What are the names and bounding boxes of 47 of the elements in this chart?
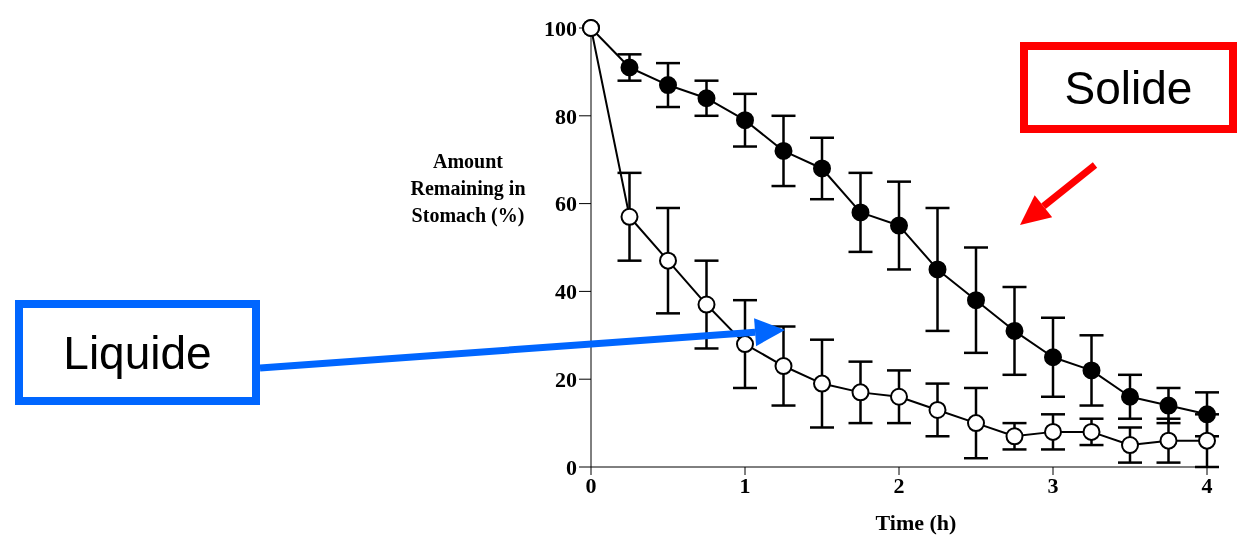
x-tick-label: 4 xyxy=(1201,472,1213,498)
y-axis-title: Amount Remaining in Stomach (%) xyxy=(409,149,527,229)
point xyxy=(890,216,908,235)
y-tick-label: 0 xyxy=(566,454,577,480)
point xyxy=(1044,422,1062,441)
y-tick-label: 20 xyxy=(555,367,577,393)
point xyxy=(1121,387,1139,406)
point xyxy=(813,374,831,393)
point xyxy=(620,58,639,77)
point xyxy=(1005,427,1024,446)
point xyxy=(1121,436,1139,455)
x-tick-label: 0 xyxy=(585,472,597,498)
point xyxy=(736,335,754,354)
point xyxy=(851,383,870,402)
point xyxy=(1198,405,1216,424)
point xyxy=(851,203,870,222)
point xyxy=(1044,348,1062,367)
point xyxy=(890,387,908,406)
y-tick-label: 80 xyxy=(555,103,577,129)
point xyxy=(1159,396,1178,415)
point xyxy=(928,260,947,279)
point xyxy=(1082,361,1101,380)
point xyxy=(659,251,677,270)
y-tick-label: 40 xyxy=(555,279,577,305)
y-tick-label: 60 xyxy=(555,191,577,217)
x-tick-label: 2 xyxy=(893,472,905,498)
x-axis-title: Time (h) xyxy=(874,510,958,536)
point xyxy=(659,76,677,95)
point xyxy=(1159,431,1178,450)
y-tick-label: 100 xyxy=(544,15,577,41)
text: Liquide xyxy=(15,300,260,405)
x-tick-label: 1 xyxy=(739,472,751,498)
point xyxy=(736,111,754,130)
point xyxy=(697,89,716,108)
x-tick-label: 3 xyxy=(1047,472,1059,498)
point xyxy=(967,414,985,433)
point xyxy=(928,400,947,419)
point xyxy=(1082,422,1101,441)
point xyxy=(774,357,793,376)
point xyxy=(697,295,716,314)
point xyxy=(813,159,831,178)
point xyxy=(620,207,639,226)
annotation: Solide xyxy=(1020,42,1237,133)
point xyxy=(967,291,985,310)
point xyxy=(1198,431,1216,450)
point xyxy=(774,141,793,160)
point xyxy=(1005,321,1024,340)
